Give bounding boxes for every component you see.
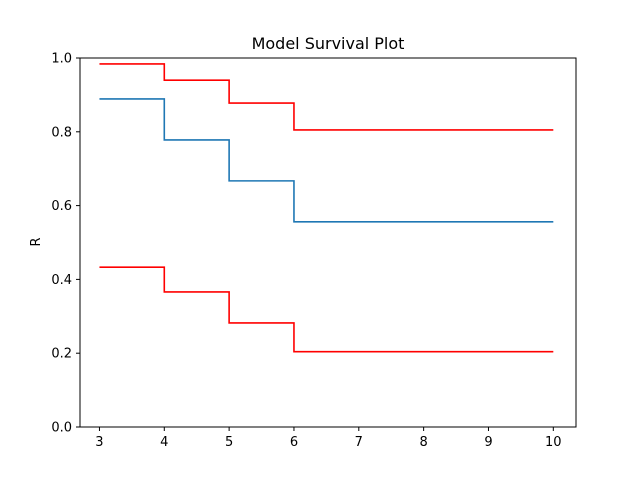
- y-tick-label: 0.8: [51, 125, 72, 140]
- y-tick-label: 0.0: [51, 421, 72, 436]
- x-tick-label: 6: [290, 435, 298, 450]
- x-tick-label: 9: [484, 435, 492, 450]
- y-tick-label: 0.4: [51, 273, 72, 288]
- y-tick-label: 1.0: [51, 52, 72, 67]
- y-axis: 0.0 0.2 0.4 0.6 0.8 1.0: [51, 52, 80, 436]
- series-layer: [99, 63, 554, 353]
- x-axis: 3 4 5 6 7 8 9 10: [95, 427, 562, 450]
- x-tick-label: 3: [95, 435, 103, 450]
- y-axis-label: R: [29, 237, 44, 246]
- y-tick-label: 0.6: [51, 199, 72, 214]
- series-line-2: [99, 63, 554, 131]
- x-tick-label: 4: [160, 435, 168, 450]
- series-line-1: [99, 98, 554, 223]
- chart-title: Model Survival Plot: [252, 34, 405, 53]
- plot-frame: [79, 57, 577, 428]
- series-line-3: [99, 266, 554, 353]
- y-tick-label: 0.2: [51, 347, 72, 362]
- x-tick-label: 7: [355, 435, 363, 450]
- x-tick-label: 8: [419, 435, 427, 450]
- x-tick-label: 10: [545, 435, 562, 450]
- x-tick-label: 5: [225, 435, 233, 450]
